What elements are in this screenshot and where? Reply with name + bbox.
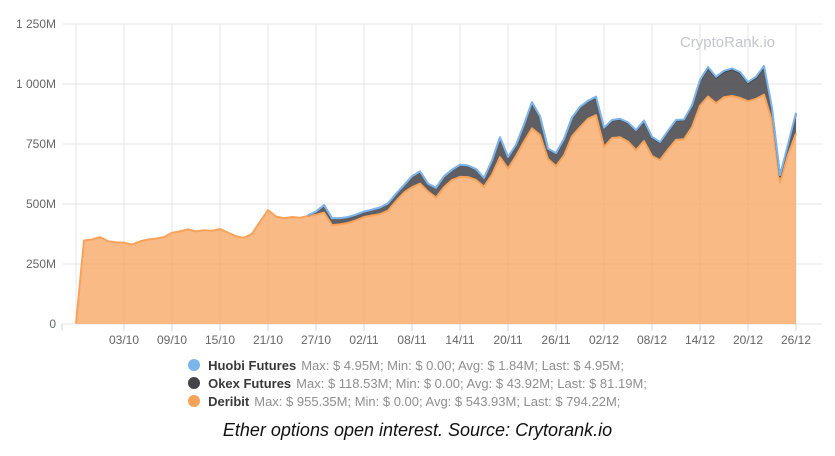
chart-caption: Ether options open interest. Source: Cry… xyxy=(222,420,613,440)
x-axis-label: 14/12 xyxy=(685,333,715,347)
x-axis-label: 03/10 xyxy=(109,333,139,347)
y-axis-label: 0 xyxy=(49,317,56,331)
legend-series-name: Deribit xyxy=(208,393,250,409)
x-axis-label: 20/11 xyxy=(493,333,522,347)
x-axis-label: 02/12 xyxy=(589,333,619,347)
y-axis-label: 250M xyxy=(26,257,56,271)
y-axis-label: 1 250M xyxy=(16,17,56,31)
y-axis-label: 1 000M xyxy=(16,77,56,91)
legend-series-stats: Max: $ 118.53M; Min: $ 0.00; Avg: $ 43.9… xyxy=(296,375,647,391)
legend-series-name: Huobi Futures xyxy=(208,357,297,373)
x-axis-label: 02/11 xyxy=(349,333,378,347)
x-axis-label: 26/11 xyxy=(541,333,570,347)
deribit-area xyxy=(76,94,796,324)
legend-item-okex-futures[interactable]: Okex Futures Max: $ 118.53M; Min: $ 0.00… xyxy=(188,374,647,392)
legend-series-stats: Max: $ 4.95M; Min: $ 0.00; Avg: $ 1.84M;… xyxy=(301,357,624,373)
x-axis-label: 14/11 xyxy=(445,333,474,347)
x-axis-label: 09/10 xyxy=(157,333,187,347)
okex-legend-marker-icon xyxy=(188,377,201,389)
x-axis-label: 08/11 xyxy=(397,333,426,347)
x-axis-label: 21/10 xyxy=(253,333,283,347)
x-axis-label: 20/12 xyxy=(733,333,763,347)
x-axis-label: 26/12 xyxy=(781,333,811,347)
x-axis-label: 08/12 xyxy=(637,333,667,347)
cryptorank-watermark: CryptoRank.io xyxy=(680,34,775,51)
legend-series-name: Okex Futures xyxy=(208,375,292,391)
legend-series-stats: Max: $ 955.35M; Min: $ 0.00; Avg: $ 543.… xyxy=(254,393,621,409)
legend-item-deribit[interactable]: Deribit Max: $ 955.35M; Min: $ 0.00; Avg… xyxy=(188,392,620,410)
legend-item-huobi-futures[interactable]: Huobi Futures Max: $ 4.95M; Min: $ 0.00;… xyxy=(188,356,624,374)
deribit-legend-marker-icon xyxy=(188,395,201,407)
deribit-line xyxy=(75,93,797,324)
stacked-area-chart[interactable]: 0 250M 500M 750M 1 000M 1 250M 03/10 09/10 15/10… xyxy=(0,0,835,352)
chart-legend-items: Huobi Futures Max: $ 4.95M; Min: $ 0.00;… xyxy=(188,356,647,410)
huobi-line xyxy=(307,64,797,220)
x-axis-label: 27/10 xyxy=(301,333,331,347)
huobi-legend-marker-icon xyxy=(188,359,201,371)
y-axis-label: 750M xyxy=(26,137,56,151)
chart-legend: Huobi Futures Max: $ 4.95M; Min: $ 0.00;… xyxy=(0,356,835,410)
y-axis-label: 500M xyxy=(26,197,56,211)
x-axis-label: 15/10 xyxy=(205,333,235,347)
